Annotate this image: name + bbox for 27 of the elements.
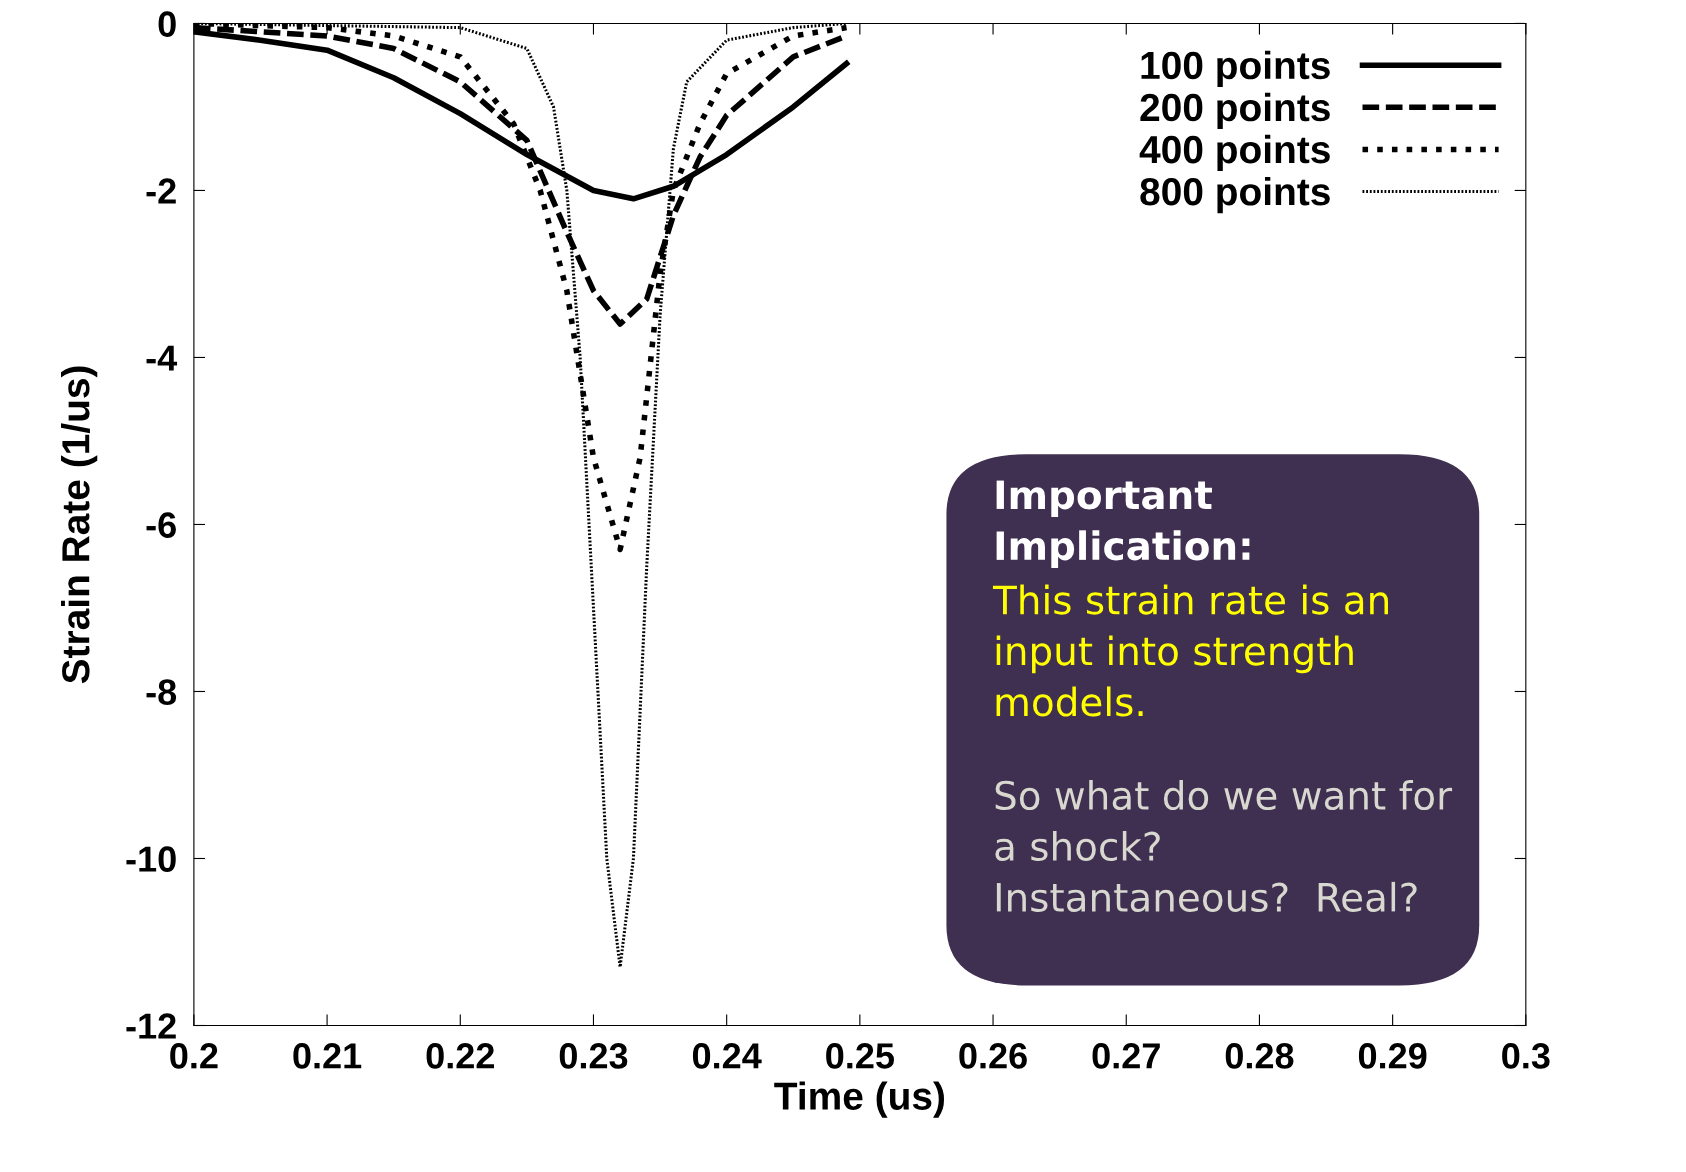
y-tick-label: 0	[158, 11, 176, 37]
legend-label: 200 points	[1140, 92, 1330, 129]
annotation: This strain rate is an input into strength models.	[992, 584, 1388, 717]
x-tick-label: 0.28	[1225, 1043, 1294, 1069]
y-axis-title: Strain Rate (1/us)	[61, 366, 98, 684]
legend-label: 400 points	[1139, 134, 1330, 172]
annotation: Important Implication:	[996, 480, 1250, 568]
legend-label: 100 points	[1141, 50, 1330, 87]
x-tick-label: 0.24	[692, 1043, 762, 1069]
y-tick-label: -2	[146, 178, 176, 204]
x-tick-label: 0.27	[1092, 1043, 1160, 1069]
y-tick-label: -10	[126, 846, 176, 872]
x-tick-label: 0.21	[293, 1043, 362, 1069]
y-tick-label: -6	[146, 512, 176, 538]
x-tick-label: 0.26	[959, 1043, 1027, 1069]
x-tick-label: 0.23	[559, 1043, 628, 1069]
y-tick-label: -4	[146, 345, 178, 371]
x-tick-label: 0.3	[1502, 1043, 1550, 1069]
x-tick-label: 0.25	[826, 1043, 894, 1069]
y-tick-label: -8	[146, 679, 177, 705]
x-axis-title: Time (us)	[774, 1081, 945, 1118]
x-tick-label: 0.29	[1358, 1043, 1427, 1069]
x-tick-label: 0.2	[170, 1043, 218, 1069]
legend-label: 800 points	[1140, 176, 1330, 214]
annotation: So what do we want for a shock? Instantaneous? Real?	[995, 780, 1453, 912]
y-tick-label: -12	[126, 1013, 176, 1039]
x-tick-label: 0.22	[426, 1043, 494, 1069]
